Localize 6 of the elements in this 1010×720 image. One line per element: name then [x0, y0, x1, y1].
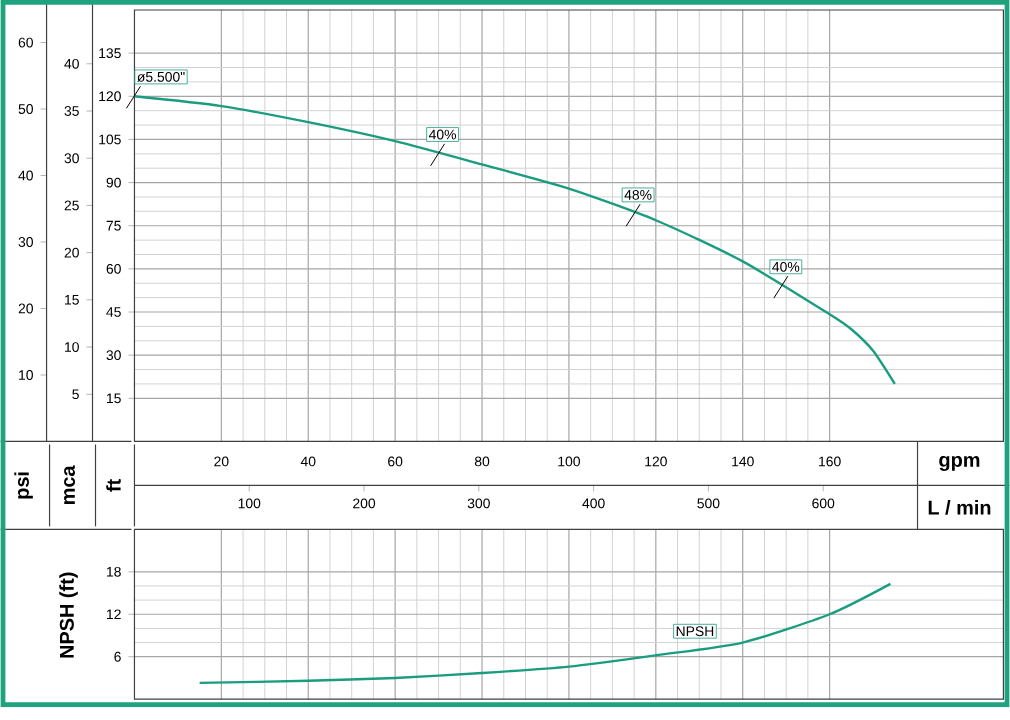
x-axis-title: gpm [939, 455, 980, 471]
y3-axis-title: psi [14, 472, 33, 499]
y2-axis-title: mca [64, 464, 75, 504]
x2-axis-title: L / min [928, 499, 991, 515]
y-axis-title: NPSH (ft) [59, 572, 78, 658]
y-axis-title: ft [106, 478, 121, 492]
